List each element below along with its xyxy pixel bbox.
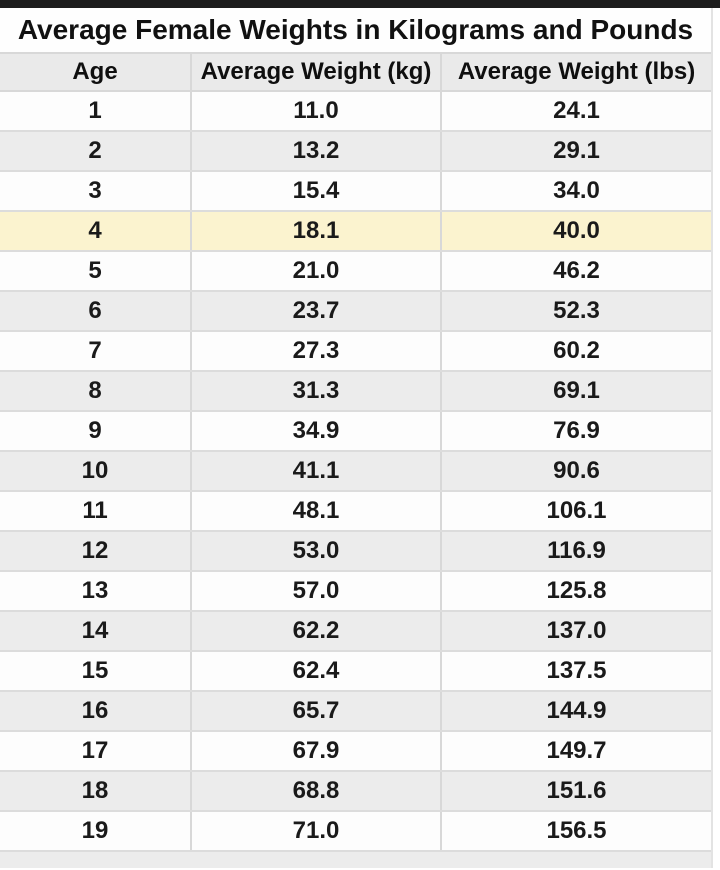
table-row: 19 71.0 156.5 xyxy=(0,812,711,852)
table-row-highlighted: 4 18.1 40.0 xyxy=(0,212,711,252)
table-row: 17 67.9 149.7 xyxy=(0,732,711,772)
table-row: 13 57.0 125.8 xyxy=(0,572,711,612)
kg-cell: 62.2 xyxy=(190,612,440,650)
kg-cell: 13.2 xyxy=(190,132,440,170)
age-cell: 6 xyxy=(88,297,102,324)
age-cell: 4 xyxy=(88,217,102,244)
lbs-cell: 29.1 xyxy=(440,132,711,170)
age-cell: 17 xyxy=(81,737,109,764)
kg-cell: 57.0 xyxy=(190,572,440,610)
lbs-cell: 76.9 xyxy=(440,412,711,450)
age-cell: 14 xyxy=(81,617,109,644)
kg-cell: 34.9 xyxy=(190,412,440,450)
table-header-row: Age Average Weight (kg) Average Weight (… xyxy=(0,52,711,92)
lbs-cell: 52.3 xyxy=(440,292,711,330)
kg-cell: 15.4 xyxy=(190,172,440,210)
top-border-strip xyxy=(0,0,720,8)
lbs-cell: 106.1 xyxy=(440,492,711,530)
column-header-lbs: Average Weight (lbs) xyxy=(440,54,711,90)
table-row: 11 48.1 106.1 xyxy=(0,492,711,532)
partial-cutoff-row xyxy=(0,852,711,868)
lbs-cell: 125.8 xyxy=(440,572,711,610)
lbs-cell: 151.6 xyxy=(440,772,711,810)
kg-cell: 18.1 xyxy=(190,212,440,250)
table-row: 2 13.2 29.1 xyxy=(0,132,711,172)
age-cell: 1 xyxy=(88,97,102,124)
table-row: 9 34.9 76.9 xyxy=(0,412,711,452)
age-cell: 18 xyxy=(81,777,109,804)
lbs-cell: 46.2 xyxy=(440,252,711,290)
table-row: 12 53.0 116.9 xyxy=(0,532,711,572)
lbs-cell: 149.7 xyxy=(440,732,711,770)
lbs-cell: 40.0 xyxy=(440,212,711,250)
lbs-cell: 60.2 xyxy=(440,332,711,370)
age-cell: 7 xyxy=(88,337,102,364)
lbs-cell: 137.0 xyxy=(440,612,711,650)
lbs-cell: 90.6 xyxy=(440,452,711,490)
age-cell: 11 xyxy=(82,497,108,524)
table-row: 10 41.1 90.6 xyxy=(0,452,711,492)
kg-cell: 71.0 xyxy=(190,812,440,850)
age-cell: 3 xyxy=(88,177,102,204)
age-cell: 15 xyxy=(81,657,109,684)
kg-cell: 27.3 xyxy=(190,332,440,370)
kg-cell: 31.3 xyxy=(190,372,440,410)
kg-cell: 67.9 xyxy=(190,732,440,770)
kg-cell: 23.7 xyxy=(190,292,440,330)
lbs-cell: 69.1 xyxy=(440,372,711,410)
age-cell: 5 xyxy=(88,257,102,284)
table-row: 6 23.7 52.3 xyxy=(0,292,711,332)
age-cell: 13 xyxy=(81,577,109,604)
table-row: 3 15.4 34.0 xyxy=(0,172,711,212)
kg-cell: 11.0 xyxy=(190,92,440,130)
kg-cell: 65.7 xyxy=(190,692,440,730)
weights-table: Average Female Weights in Kilograms and … xyxy=(0,8,713,868)
table-row: 7 27.3 60.2 xyxy=(0,332,711,372)
age-cell: 16 xyxy=(81,697,109,724)
table-title: Average Female Weights in Kilograms and … xyxy=(0,8,711,52)
table-row: 15 62.4 137.5 xyxy=(0,652,711,692)
kg-cell: 68.8 xyxy=(190,772,440,810)
lbs-cell: 34.0 xyxy=(440,172,711,210)
table-row: 8 31.3 69.1 xyxy=(0,372,711,412)
kg-cell: 21.0 xyxy=(190,252,440,290)
table-row: 18 68.8 151.6 xyxy=(0,772,711,812)
table-row: 14 62.2 137.0 xyxy=(0,612,711,652)
lbs-cell: 137.5 xyxy=(440,652,711,690)
column-header-age: Age xyxy=(72,58,118,85)
kg-cell: 53.0 xyxy=(190,532,440,570)
table-row: 5 21.0 46.2 xyxy=(0,252,711,292)
age-cell: 10 xyxy=(81,457,109,484)
kg-cell: 41.1 xyxy=(190,452,440,490)
age-cell: 2 xyxy=(88,137,102,164)
age-cell: 12 xyxy=(81,537,109,564)
table-body: 1 11.0 24.1 2 13.2 29.1 3 15.4 34.0 4 18.1 40.0 5 21.… xyxy=(0,92,711,852)
kg-cell: 62.4 xyxy=(190,652,440,690)
table-row: 16 65.7 144.9 xyxy=(0,692,711,732)
lbs-cell: 116.9 xyxy=(440,532,711,570)
age-cell: 19 xyxy=(81,817,109,844)
lbs-cell: 156.5 xyxy=(440,812,711,850)
age-cell: 8 xyxy=(88,377,102,404)
table-row: 1 11.0 24.1 xyxy=(0,92,711,132)
column-header-kg: Average Weight (kg) xyxy=(190,54,440,90)
age-cell: 9 xyxy=(88,417,102,444)
kg-cell: 48.1 xyxy=(190,492,440,530)
lbs-cell: 144.9 xyxy=(440,692,711,730)
lbs-cell: 24.1 xyxy=(440,92,711,130)
